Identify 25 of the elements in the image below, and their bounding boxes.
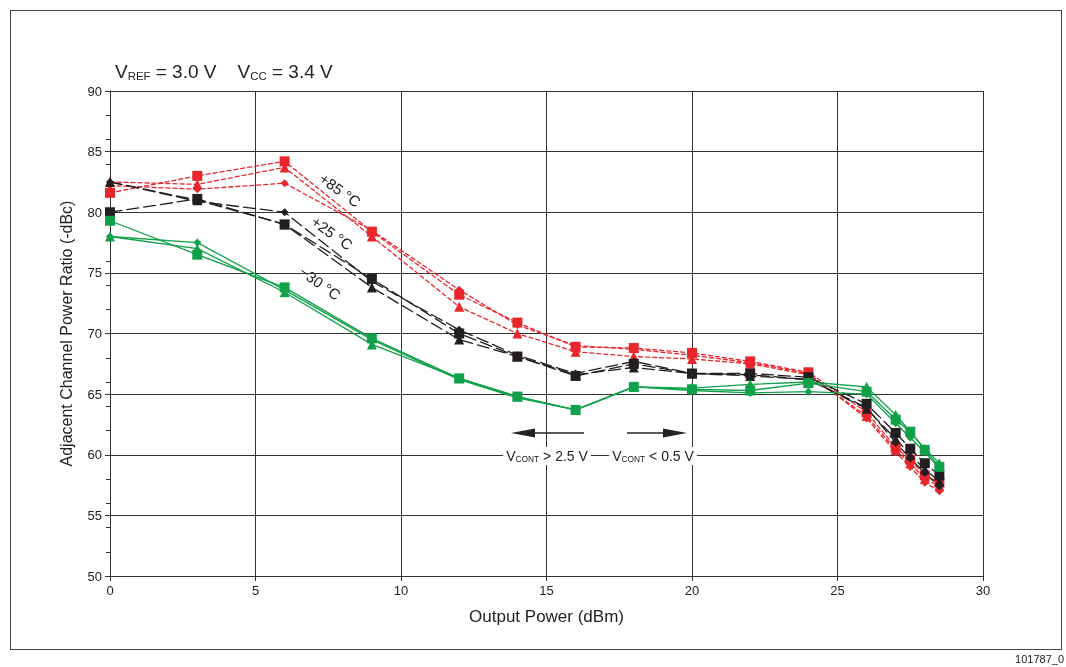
x-tick-label: 10 xyxy=(393,583,409,598)
y-axis-title: Adjacent Channel Power Ratio (-dBc) xyxy=(57,200,75,467)
x-tick-label: 0 xyxy=(106,583,114,598)
annotation: +85 °C xyxy=(316,169,364,211)
y-tick-label: 75 xyxy=(87,265,102,281)
y-tick-label: 65 xyxy=(87,386,102,402)
x-tick-label: 15 xyxy=(539,583,554,598)
x-tick-label: 5 xyxy=(251,583,260,598)
chart-title: VREF = 3.0 V VCC = 3.4 V xyxy=(115,61,334,82)
y-tick-label: 60 xyxy=(87,447,102,463)
x-tick-label: 30 xyxy=(975,583,991,598)
x-axis-title: Output Power (dBm) xyxy=(469,607,624,626)
annotation: +25 °C xyxy=(308,212,356,254)
x-tick-label: 20 xyxy=(684,583,700,598)
y-tick-label: 70 xyxy=(87,326,102,341)
y-tick-label: 80 xyxy=(87,204,102,220)
annotation: VCONT > 2.5 V xyxy=(506,448,589,464)
annotation: VCONT < 0.5 V xyxy=(612,448,695,464)
text: 101787_0 xyxy=(1015,652,1065,665)
y-tick-label: 90 xyxy=(87,83,102,99)
y-tick-label: 50 xyxy=(87,568,102,584)
y-tick-label: 55 xyxy=(87,507,102,523)
y-tick-label: 85 xyxy=(87,144,102,160)
x-tick-label: 25 xyxy=(830,583,845,598)
annotation: −30 °C xyxy=(296,262,344,304)
